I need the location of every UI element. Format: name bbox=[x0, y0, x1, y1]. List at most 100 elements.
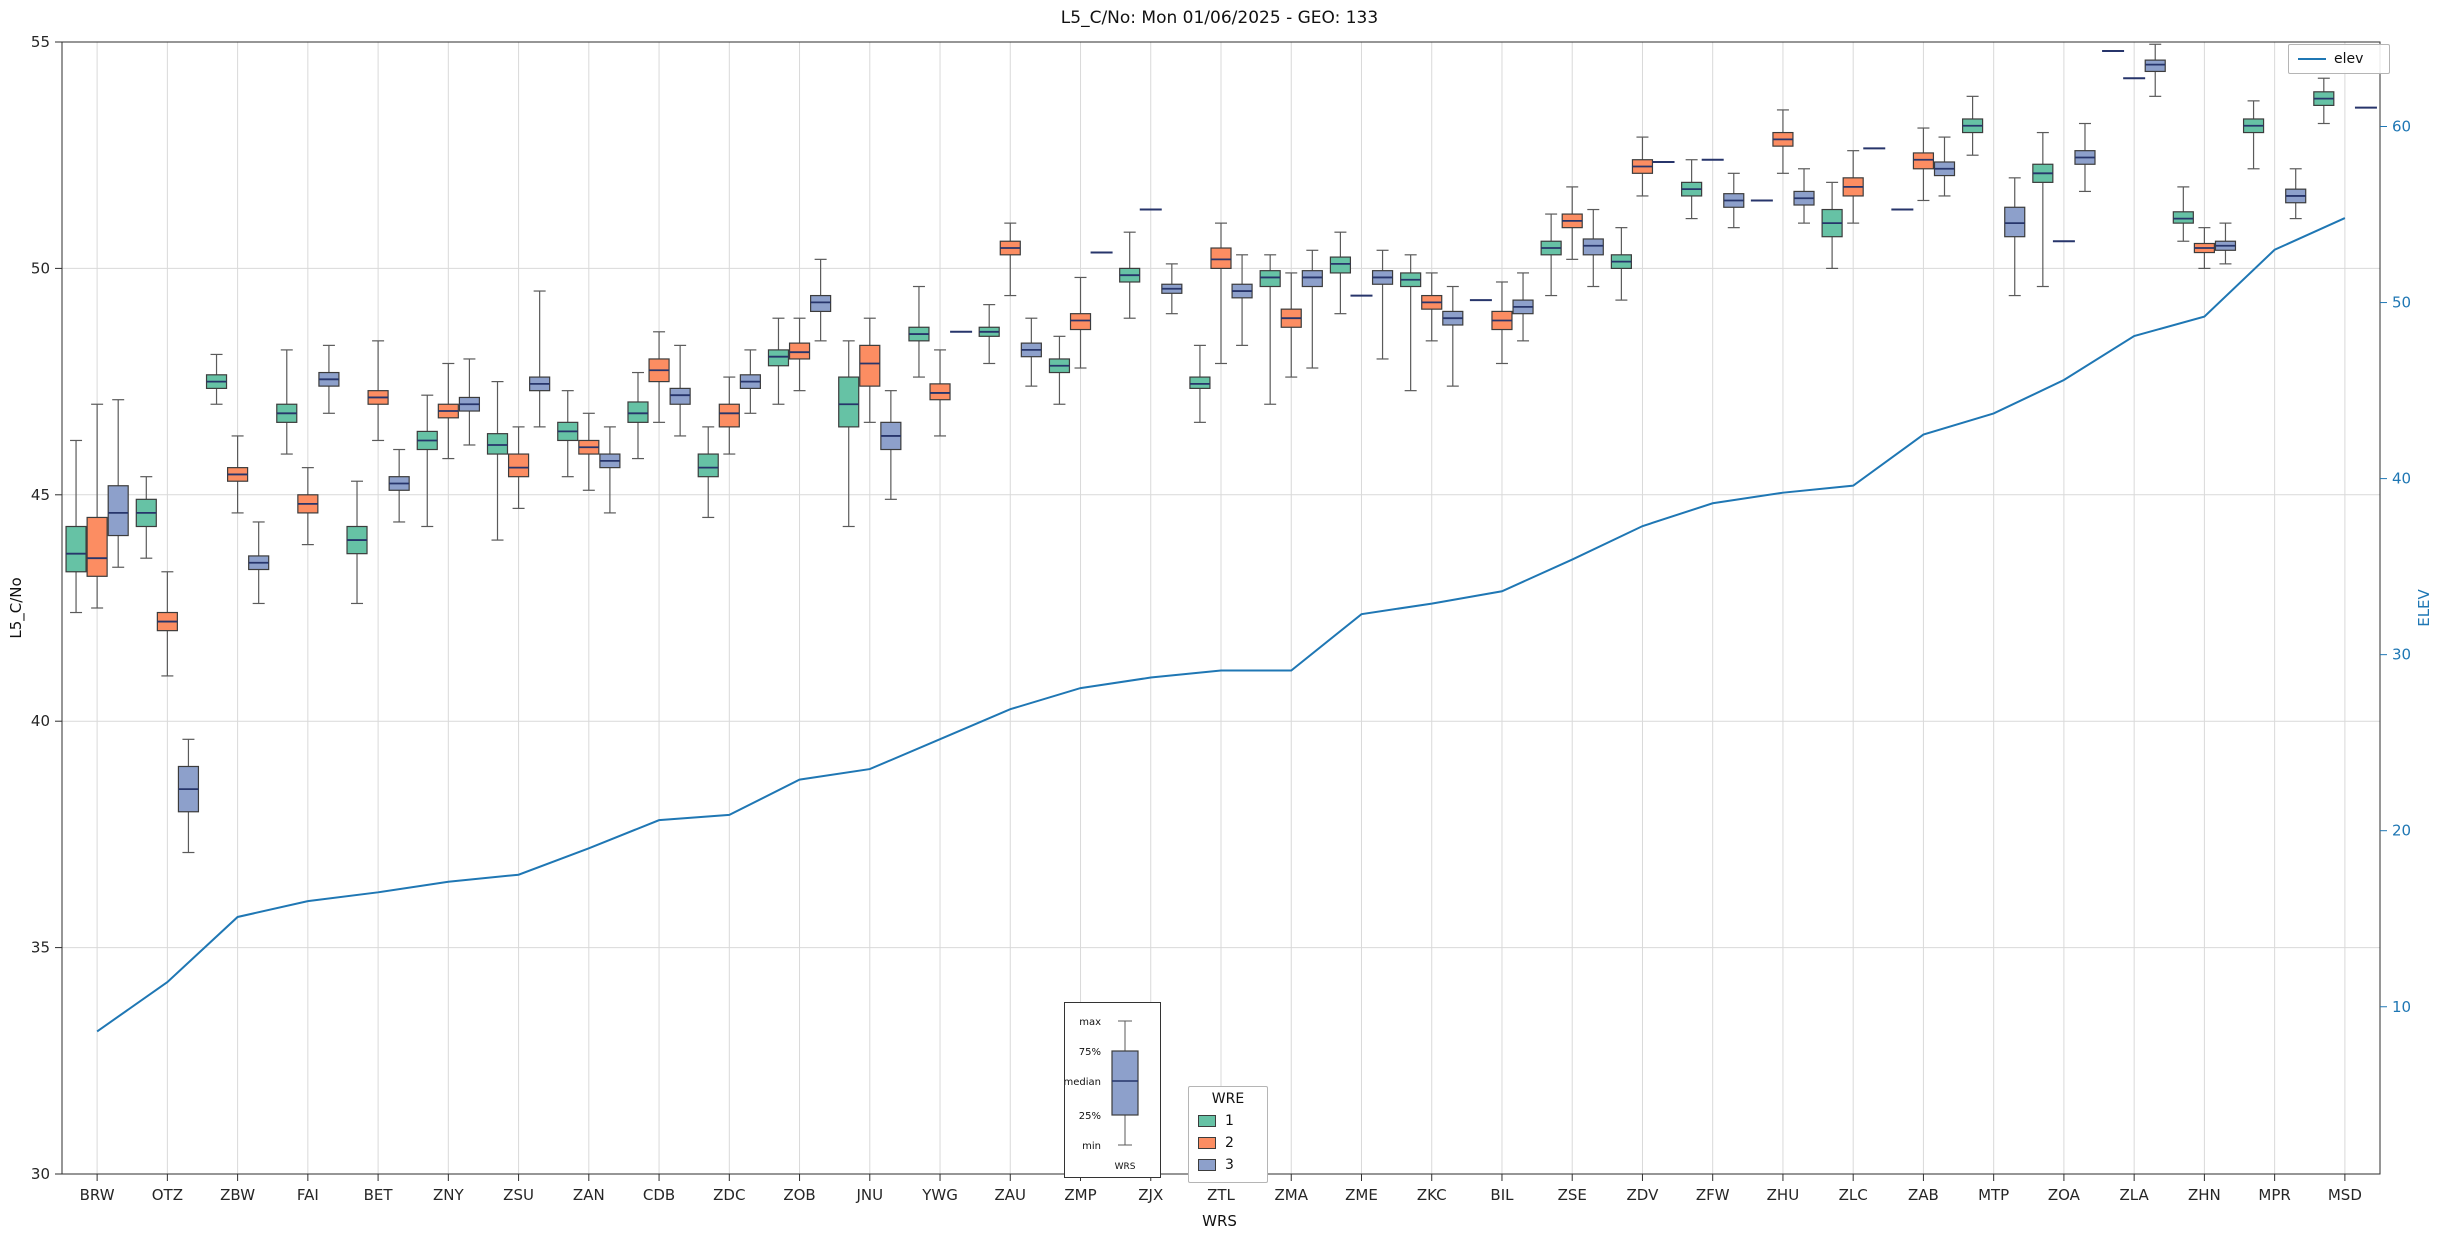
x-tick-label: ZOA bbox=[2048, 1186, 2081, 1204]
wre-legend: WRE 1 2 3 bbox=[1188, 1086, 1268, 1183]
boxplot-box bbox=[65, 525, 87, 573]
boxplot-box bbox=[838, 376, 860, 428]
x-tick-label: ZLC bbox=[1839, 1186, 1868, 1204]
x-tick-label: JNU bbox=[855, 1186, 883, 1204]
x-tick-label: ZAN bbox=[573, 1186, 605, 1204]
elev-legend: elev bbox=[2288, 44, 2390, 74]
x-tick-label: OTZ bbox=[152, 1186, 183, 1204]
y2-tick-label: 50 bbox=[2392, 294, 2411, 312]
y-tick-label: 50 bbox=[31, 259, 50, 277]
axes: 30 35 40 45 50 55 10 20 30 40 50 60 BRW OTZ ZBW FAI BET Z… bbox=[31, 33, 2411, 1204]
boxplot-box bbox=[1189, 376, 1211, 389]
boxplot-box bbox=[1069, 313, 1092, 331]
boxplot-box bbox=[627, 401, 649, 423]
x-tick-label: MTP bbox=[1978, 1186, 2009, 1204]
boxplot-box bbox=[669, 387, 691, 405]
y-tick-label: 30 bbox=[31, 1165, 50, 1183]
x-tick-label: ZHN bbox=[2188, 1186, 2221, 1204]
x-tick-label: ZHU bbox=[1767, 1186, 1800, 1204]
boxplot-box bbox=[810, 294, 832, 313]
wre1-swatch bbox=[1198, 1115, 1216, 1127]
x-tick-label: ZJX bbox=[1138, 1186, 1163, 1204]
boxplot-anatomy-inset: max 75% median 25% min WRS bbox=[1064, 1002, 1161, 1178]
y-tick-label: 45 bbox=[31, 486, 50, 504]
boxplot-box bbox=[929, 383, 951, 401]
y2-tick-label: 30 bbox=[2392, 646, 2411, 664]
boxplot-box bbox=[2172, 211, 2194, 224]
boxplot-box bbox=[107, 485, 129, 537]
x-tick-label: ZMP bbox=[1064, 1186, 1096, 1204]
y2-tick-label: 60 bbox=[2392, 118, 2411, 136]
boxplot-box bbox=[486, 433, 509, 455]
boxplot-box bbox=[2004, 206, 2026, 238]
elev-legend-label: elev bbox=[2334, 51, 2364, 67]
x-tick-label: ZMA bbox=[1275, 1186, 1309, 1204]
boxplot-box bbox=[1912, 152, 1935, 170]
x-tick-label: ZSU bbox=[503, 1186, 534, 1204]
y-tick-label: 40 bbox=[31, 712, 50, 730]
x-tick-label: ZSE bbox=[1558, 1186, 1587, 1204]
wre-legend-title: WRE bbox=[1211, 1091, 1245, 1107]
inset-label-min: min bbox=[1082, 1141, 1101, 1152]
boxplot-box bbox=[1301, 270, 1323, 288]
x-tick-label: BIL bbox=[1490, 1186, 1514, 1204]
x-tick-label: BET bbox=[364, 1186, 394, 1204]
boxplot-box bbox=[1210, 247, 1232, 270]
boxplot-box bbox=[859, 344, 881, 387]
wre3-swatch bbox=[1198, 1159, 1216, 1171]
x-tick-label: CDB bbox=[643, 1186, 675, 1204]
inset-label-max: max bbox=[1079, 1017, 1101, 1028]
boxplot-box bbox=[697, 453, 719, 478]
y-tick-label: 55 bbox=[31, 33, 50, 51]
y2-tick-label: 20 bbox=[2392, 822, 2411, 840]
boxplot-box bbox=[86, 516, 108, 577]
x-tick-label: ZTL bbox=[1207, 1186, 1235, 1204]
wre2-swatch bbox=[1198, 1137, 1216, 1149]
elev-line bbox=[96, 217, 2346, 1033]
inset-label-median: median bbox=[1065, 1077, 1101, 1088]
wre2-label: 2 bbox=[1225, 1135, 1234, 1151]
x-tick-label: ZFW bbox=[1696, 1186, 1730, 1204]
boxplot-box bbox=[1259, 270, 1281, 288]
grid bbox=[62, 41, 2380, 1175]
boxplot-box bbox=[767, 349, 790, 367]
x-tick-label: BRW bbox=[80, 1186, 115, 1204]
y2-axis-label: ELEV bbox=[2415, 589, 2433, 627]
boxplot-box bbox=[718, 403, 740, 428]
x-tick-label: ZDV bbox=[1627, 1186, 1660, 1204]
x-tick-label: MSD bbox=[2328, 1186, 2362, 1204]
y-axis-label: L5_C/No bbox=[7, 577, 25, 639]
inset-xlabel: WRS bbox=[1115, 1162, 1136, 1172]
wre-legend-item: 1 bbox=[1198, 1110, 1258, 1132]
inset-label-75: 75% bbox=[1079, 1047, 1101, 1058]
x-tick-label: ZNY bbox=[433, 1186, 464, 1204]
x-tick-label: ZOB bbox=[783, 1186, 815, 1204]
y2-tick-label: 40 bbox=[2392, 470, 2411, 488]
inset-box bbox=[1111, 1050, 1139, 1116]
wre1-label: 1 bbox=[1225, 1113, 1234, 1129]
boxplot-anatomy-diagram: max 75% median 25% min WRS bbox=[1064, 1017, 1139, 1172]
x-tick-label: ZME bbox=[1345, 1186, 1378, 1204]
x-tick-label: ZLA bbox=[2120, 1186, 2150, 1204]
x-tick-label: ZAB bbox=[1908, 1186, 1939, 1204]
x-tick-label: ZAU bbox=[995, 1186, 1027, 1204]
boxplot-box bbox=[2144, 59, 2166, 73]
x-axis-label: WRS bbox=[1202, 1212, 1237, 1230]
boxplot-box bbox=[1582, 238, 1604, 256]
x-tick-label: ZDC bbox=[713, 1186, 745, 1204]
chart-title: L5_C/No: Mon 01/06/2025 - GEO: 133 bbox=[1060, 8, 1379, 28]
x-tick-label: ZBW bbox=[220, 1186, 255, 1204]
x-tick-label: FAI bbox=[297, 1186, 319, 1204]
boxplot-box bbox=[1329, 256, 1352, 274]
boxplots bbox=[65, 43, 2377, 854]
boxplot-box bbox=[788, 342, 811, 360]
x-tick-label: MPR bbox=[2258, 1186, 2290, 1204]
boxplot-box bbox=[507, 453, 530, 478]
inset-label-25: 25% bbox=[1079, 1111, 1101, 1122]
wre-legend-item: 3 bbox=[1198, 1154, 1258, 1176]
wre-legend-item: 2 bbox=[1198, 1132, 1258, 1154]
x-tick-label: YWG bbox=[921, 1186, 958, 1204]
y2-tick-label: 10 bbox=[2392, 998, 2411, 1016]
